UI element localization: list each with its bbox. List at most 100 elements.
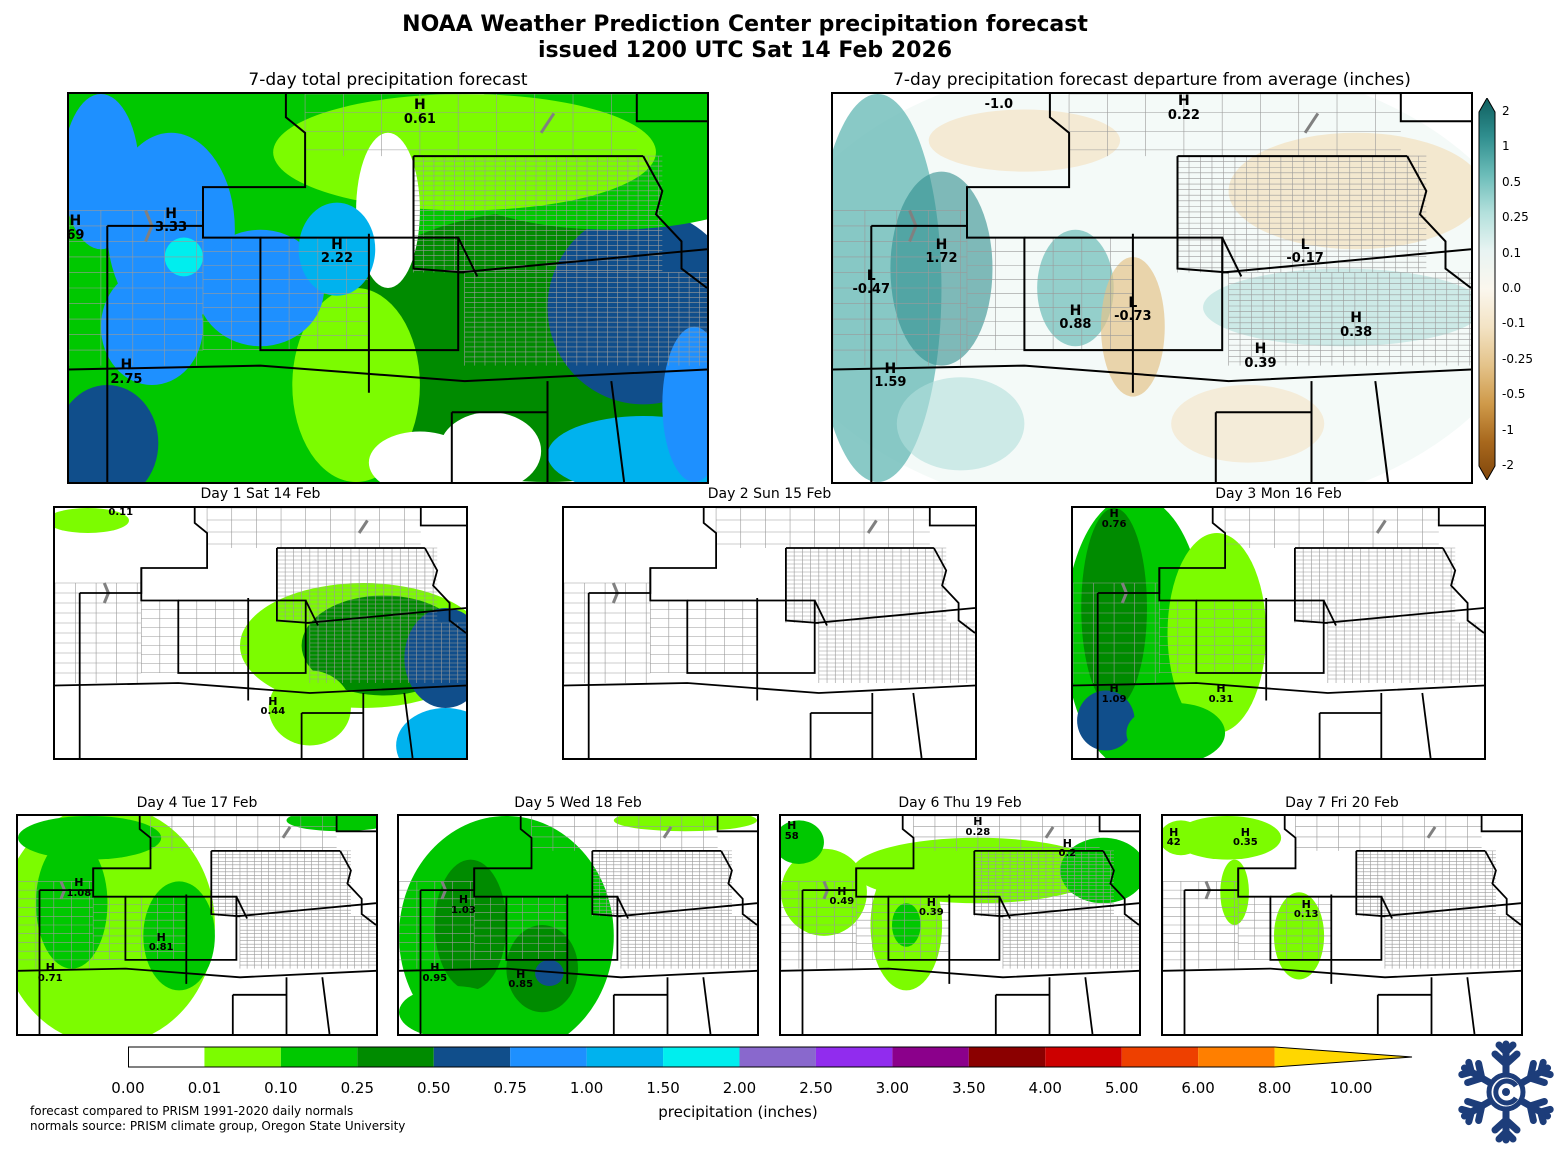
- legend-tick: 6.00: [1181, 1079, 1215, 1097]
- marker-type: H: [973, 815, 983, 828]
- marker-type: H: [165, 205, 177, 222]
- departure-marker: H 0.22: [1168, 94, 1200, 122]
- marker-type: H: [1254, 341, 1267, 358]
- marker-type: H: [1216, 682, 1226, 695]
- marker-value: 0.85: [508, 979, 534, 991]
- marker-type: H: [1109, 682, 1119, 695]
- day1-marker: H 0.44: [260, 695, 286, 718]
- day7-marker: H 0.35: [1233, 827, 1258, 849]
- marker-type: H: [331, 236, 343, 253]
- marker-value: 0.71: [37, 972, 63, 984]
- legend-tick: 0.50: [417, 1079, 451, 1097]
- total-marker: H 2.22: [321, 236, 353, 266]
- marker-value: -0.17: [1286, 251, 1324, 267]
- total-marker: H 2.75: [110, 358, 142, 386]
- marker-type: H: [935, 236, 948, 253]
- departure-colorbar-tick: 2: [1502, 104, 1510, 118]
- day6-marker: H 0.28: [966, 816, 991, 838]
- marker-value: 69: [67, 227, 85, 243]
- legend-tick: 0.00: [111, 1079, 145, 1097]
- day3-map: H 0.76 H 1.09 H 0.31: [1071, 506, 1486, 760]
- departure-marker: L -0.17: [1286, 236, 1324, 267]
- total-marker: H 69: [67, 214, 85, 243]
- marker-value: 0.22: [1167, 107, 1200, 123]
- day7-marker: H 0.13: [1294, 899, 1319, 921]
- marker-value: 0.61: [403, 111, 436, 127]
- marker-value: 1.03: [451, 905, 476, 917]
- title-line-1: NOAA Weather Prediction Center precipita…: [402, 12, 1088, 37]
- marker-value: 0.76: [1101, 518, 1127, 530]
- marker-value: 0.28: [965, 826, 991, 838]
- departure-marker: L -0.73: [1114, 296, 1151, 324]
- marker-value: 0.39: [919, 907, 944, 919]
- departure-colorbar-tick: -0.5: [1502, 387, 1526, 402]
- day6-marker: H 58: [785, 820, 799, 842]
- marker-type: H: [1178, 93, 1190, 109]
- departure-colorbar-tick: 0.0: [1502, 281, 1522, 295]
- day3-marker: H 1.09: [1102, 683, 1127, 705]
- departure-colorbar-tick: 0.5: [1502, 174, 1522, 189]
- marker-value: 0.2: [1058, 848, 1077, 860]
- marker-type: L: [1300, 236, 1310, 253]
- marker-value: 0.11: [108, 507, 134, 518]
- marker-type: H: [414, 96, 426, 113]
- marker-value: 1.09: [1101, 693, 1127, 705]
- departure-marker: H 1.72: [925, 236, 958, 267]
- legend-tick: 3.00: [875, 1079, 910, 1097]
- total-precip-map: H 0.61 H 69 H 3.33 H 2.22 H 2.75: [67, 92, 709, 484]
- marker-value: -1.0: [984, 96, 1014, 112]
- departure-colorbar-tick: -1: [1502, 422, 1514, 437]
- day5-marker: H 1.03: [451, 894, 476, 916]
- legend-tick: 0.25: [340, 1079, 375, 1097]
- marker-value: 1.59: [874, 375, 907, 391]
- day6-title: Day 6 Thu 19 Feb: [898, 795, 1022, 811]
- day2-title: Day 2 Sun 15 Feb: [707, 486, 832, 502]
- legend-tick: 2.50: [799, 1079, 833, 1097]
- total-panel-title: 7-day total precipitation forecast: [248, 70, 528, 90]
- departure-panel-title: 7-day precipitation forecast departure f…: [893, 70, 1411, 90]
- marker-type: H: [1350, 310, 1363, 327]
- snowflake-logo-icon: [1456, 1038, 1556, 1146]
- main-title: NOAA Weather Prediction Center precipita…: [0, 12, 1490, 64]
- legend-tick: 0.75: [493, 1079, 527, 1097]
- marker-type: H: [458, 893, 469, 907]
- day6-marker: H 0.2: [1059, 838, 1077, 860]
- day5-marker: H 0.85: [508, 969, 533, 991]
- marker-type: H: [156, 930, 166, 944]
- marker-value: 1.08: [66, 887, 92, 899]
- marker-type: H: [430, 961, 440, 975]
- day4-marker: H 0.81: [149, 930, 174, 954]
- title-line-2: issued 1200 UTC Sat 14 Feb 2026: [537, 38, 953, 63]
- departure-marker: -1.0: [985, 98, 1013, 112]
- marker-value: 42: [1166, 837, 1181, 849]
- marker-type: H: [1109, 507, 1119, 520]
- departure-colorbar-tick: 0.1: [1502, 245, 1522, 260]
- footnote-line-2: normals source: PRISM climate group, Ore…: [30, 1119, 406, 1133]
- marker-type: H: [1240, 825, 1250, 839]
- marker-value: 0.13: [1293, 909, 1319, 921]
- day4-marker: H 0.71: [38, 962, 63, 984]
- legend-tick: 0.01: [187, 1079, 222, 1097]
- departure-colorbar-tick: -2: [1502, 458, 1514, 472]
- footnote: forecast compared to PRISM 1991-2020 dai…: [30, 1104, 405, 1134]
- marker-value: 0.35: [1232, 837, 1258, 849]
- day4-title: Day 4 Tue 17 Feb: [136, 795, 258, 811]
- marker-value: 1.72: [925, 251, 958, 267]
- legend-tick: 10.00: [1329, 1079, 1373, 1097]
- day6-marker: H 0.39: [919, 897, 944, 919]
- departure-colorbar-tick: -0.25: [1502, 351, 1534, 366]
- legend-label: precipitation (inches): [658, 1103, 818, 1121]
- day3-title: Day 3 Mon 16 Feb: [1215, 486, 1342, 502]
- marker-type: H: [787, 819, 797, 833]
- marker-type: H: [1069, 302, 1082, 319]
- marker-type: L: [866, 267, 876, 284]
- total-marker: H 3.33: [155, 205, 187, 235]
- marker-type: H: [1169, 825, 1179, 839]
- day2-map: [562, 506, 977, 760]
- legend-tick: 1.00: [569, 1079, 604, 1097]
- marker-value: 0.44: [260, 706, 286, 718]
- marker-type: L: [1128, 294, 1138, 311]
- day5-marker: H 0.95: [422, 962, 447, 984]
- marker-type: H: [516, 967, 526, 981]
- departure-marker: H 0.38: [1340, 311, 1372, 339]
